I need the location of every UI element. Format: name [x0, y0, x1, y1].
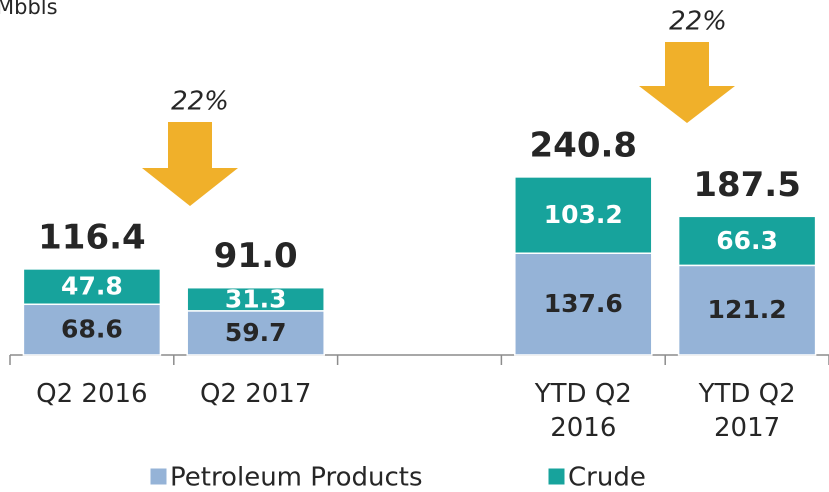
- data-label: 68.6: [61, 315, 123, 344]
- bar-segment: [22, 303, 162, 356]
- total-label: 240.8: [530, 125, 638, 165]
- bar-segment: [22, 268, 162, 306]
- x-tick-label: YTD Q2 2016: [534, 379, 632, 443]
- data-label: 121.2: [708, 295, 787, 324]
- bar-segment: [514, 252, 653, 356]
- x-tick-label: Q2 2016: [36, 379, 148, 409]
- bar-segment: [677, 215, 817, 267]
- legend-label: Crude: [568, 463, 646, 492]
- data-label: 66.3: [716, 226, 778, 255]
- legend-label: Petroleum Products: [170, 463, 423, 492]
- legend-swatch: [547, 467, 566, 486]
- bar-segment: [186, 286, 325, 312]
- legend-swatch: [149, 467, 168, 486]
- data-label: 31.3: [225, 284, 287, 313]
- data-label: 59.7: [225, 318, 287, 347]
- x-tick-label: Q2 2017: [199, 379, 312, 409]
- total-label: 91.0: [214, 236, 298, 276]
- x-tick-label: YTD Q2 2017: [698, 379, 796, 443]
- data-label: 47.8: [61, 272, 123, 301]
- annotation: 22%: [669, 7, 727, 37]
- annotation: 22%: [171, 87, 229, 117]
- data-label: 103.2: [544, 200, 623, 229]
- y-axis-label: Mbbls: [0, 0, 58, 19]
- total-label: 116.4: [38, 217, 146, 257]
- total-label: 187.5: [693, 165, 801, 205]
- arrow: [142, 122, 238, 206]
- bar-segment: [514, 176, 653, 254]
- arrow: [639, 42, 735, 123]
- data-label: 137.6: [544, 289, 623, 318]
- bar-segment: [186, 310, 325, 356]
